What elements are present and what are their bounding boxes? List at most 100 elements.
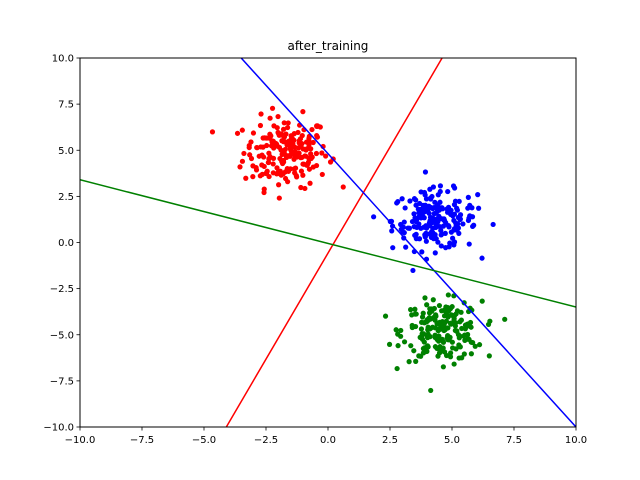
data-point-cluster-2 [454,205,460,211]
y-tick-label: 7.5 [58,100,74,111]
data-point-cluster-2 [398,226,404,232]
data-point-cluster-2 [432,250,438,256]
data-point-cluster-1 [269,105,276,111]
data-point-cluster-2 [371,214,377,220]
data-point-cluster-2 [451,242,457,248]
data-point-cluster-1 [282,146,288,153]
data-point-cluster-3 [440,364,446,370]
decision-line-2 [240,58,576,427]
decision-line-1 [225,58,443,427]
data-point-cluster-3 [457,344,463,350]
data-point-cluster-1 [284,165,290,172]
x-tick-label: 10.0 [565,435,587,446]
data-point-cluster-1 [281,134,288,140]
data-point-cluster-1 [275,113,281,120]
data-point-cluster-2 [403,244,409,250]
data-point-cluster-3 [420,346,427,352]
data-point-cluster-2 [452,185,458,191]
data-point-cluster-2 [454,227,460,233]
data-point-cluster-2 [422,202,428,208]
data-point-cluster-3 [430,297,436,303]
data-point-cluster-3 [445,292,451,298]
data-point-cluster-3 [411,348,417,354]
data-point-cluster-2 [428,220,434,226]
data-point-cluster-1 [258,111,264,117]
data-point-cluster-1 [276,182,282,188]
data-point-cluster-2 [469,214,476,220]
data-point-cluster-2 [442,230,448,236]
data-point-cluster-1 [271,123,277,129]
data-point-cluster-3 [412,323,419,330]
data-point-cluster-1 [262,135,268,141]
data-point-cluster-2 [475,192,481,198]
data-point-cluster-2 [421,215,427,221]
data-point-cluster-2 [421,189,428,196]
data-point-cluster-2 [418,225,424,231]
data-point-cluster-1 [266,150,272,156]
data-point-cluster-3 [445,314,451,320]
data-point-cluster-1 [281,120,287,126]
data-point-cluster-1 [300,109,306,115]
data-point-cluster-1 [286,138,292,144]
data-point-cluster-1 [281,159,287,165]
data-point-cluster-1 [292,165,299,171]
data-point-cluster-3 [457,333,463,339]
data-point-cluster-2 [438,232,444,238]
data-point-cluster-2 [416,213,422,220]
data-point-cluster-2 [434,206,440,212]
data-point-cluster-3 [457,319,463,325]
data-point-cluster-3 [412,311,418,317]
data-point-cluster-3 [485,321,492,328]
data-point-cluster-1 [309,126,315,133]
data-point-cluster-2 [423,238,429,244]
data-point-cluster-2 [465,194,471,200]
data-point-cluster-1 [296,140,302,146]
data-point-cluster-1 [267,115,273,121]
data-point-cluster-1 [292,150,298,156]
x-tick-label: −10.0 [65,435,96,446]
points-layer [209,105,508,394]
data-point-cluster-2 [390,245,396,251]
data-point-cluster-3 [440,325,447,331]
data-point-cluster-3 [456,355,462,361]
data-point-cluster-2 [437,183,444,189]
data-point-cluster-2 [429,193,435,200]
data-point-cluster-3 [462,337,468,343]
data-point-cluster-1 [296,150,302,156]
data-point-cluster-3 [439,308,445,314]
data-point-cluster-1 [239,127,245,133]
data-point-cluster-3 [408,307,414,313]
data-point-cluster-3 [476,342,483,348]
y-tick-label: 0.0 [58,238,74,249]
data-point-cluster-2 [413,202,419,208]
data-point-cluster-3 [452,323,458,329]
data-point-cluster-2 [452,198,459,204]
data-point-cluster-3 [468,339,474,345]
data-point-cluster-3 [448,350,454,356]
data-point-cluster-1 [209,129,216,135]
data-point-cluster-3 [418,326,425,332]
data-point-cluster-2 [479,255,485,261]
data-point-cluster-3 [443,304,449,310]
data-point-cluster-3 [429,308,435,314]
data-point-cluster-1 [300,146,306,152]
y-tick-label: −10.0 [43,423,74,434]
data-point-cluster-2 [418,206,424,213]
data-point-cluster-3 [437,344,443,350]
data-point-cluster-1 [259,162,265,168]
data-point-cluster-1 [259,171,265,177]
data-point-cluster-1 [313,150,320,157]
data-point-cluster-1 [268,143,275,149]
data-point-cluster-1 [274,165,280,171]
x-tick-label: −7.5 [130,435,154,446]
data-point-cluster-2 [456,198,462,205]
data-point-cluster-1 [267,131,273,137]
x-tick-label: 7.5 [506,435,522,446]
data-point-cluster-3 [398,327,404,334]
data-point-cluster-2 [455,214,461,221]
data-point-cluster-3 [424,302,430,308]
data-point-cluster-1 [247,152,253,158]
data-point-cluster-2 [450,213,456,219]
data-point-cluster-2 [411,196,418,202]
